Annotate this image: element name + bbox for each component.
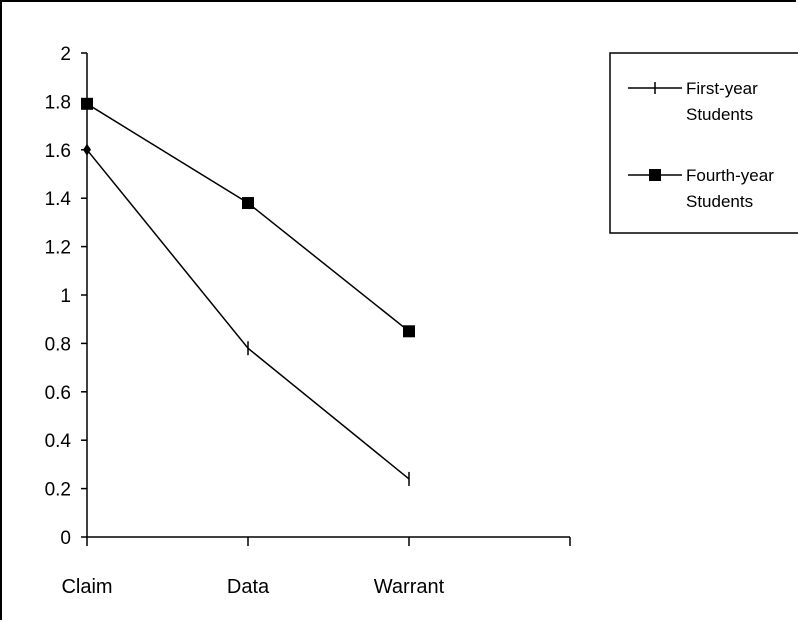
legend-item-1: First-year Students <box>628 79 758 124</box>
y-tick-label: 0.8 <box>45 334 71 355</box>
data-point-square <box>81 97 93 110</box>
y-tick-label: 0.2 <box>45 480 71 501</box>
legend-item-2: Fourth-year Students <box>628 166 774 211</box>
legend-box <box>609 52 798 234</box>
series-line <box>86 103 410 332</box>
series-1 <box>83 143 410 486</box>
y-tick-label: 1 <box>60 286 71 307</box>
legend-label: First-year <box>686 79 758 98</box>
legend: First-year Students Fourth-year Students <box>609 52 798 234</box>
y-tick-label: 1.2 <box>45 238 71 259</box>
legend-square-marker <box>649 169 661 181</box>
series-2 <box>81 97 415 338</box>
legend-label: Students <box>686 192 753 211</box>
y-tick-label: 0.4 <box>45 431 72 452</box>
y-tick-label: 1.6 <box>45 141 71 162</box>
series-layer <box>81 97 415 486</box>
y-tick-label: 0.6 <box>45 383 71 404</box>
y-tick-label: 1.8 <box>45 92 71 113</box>
x-tick-label: Warrant <box>374 576 445 598</box>
legend-label: Students <box>686 105 753 124</box>
data-point-square <box>242 197 254 210</box>
data-point-square <box>403 325 415 338</box>
y-tick-label: 1.4 <box>45 189 72 210</box>
y-tick-label: 2 <box>60 44 71 65</box>
x-tick-label: Claim <box>61 576 112 598</box>
y-tick-label: 0 <box>60 528 71 549</box>
axes: 0 0.2 0.4 0.6 0.8 1 1.2 1.4 1.6 1.8 2 Claim Data Warr… <box>45 44 571 598</box>
legend-label: Fourth-year <box>686 166 774 185</box>
x-tick-label: Data <box>227 576 270 598</box>
data-point-diamond <box>83 143 91 156</box>
